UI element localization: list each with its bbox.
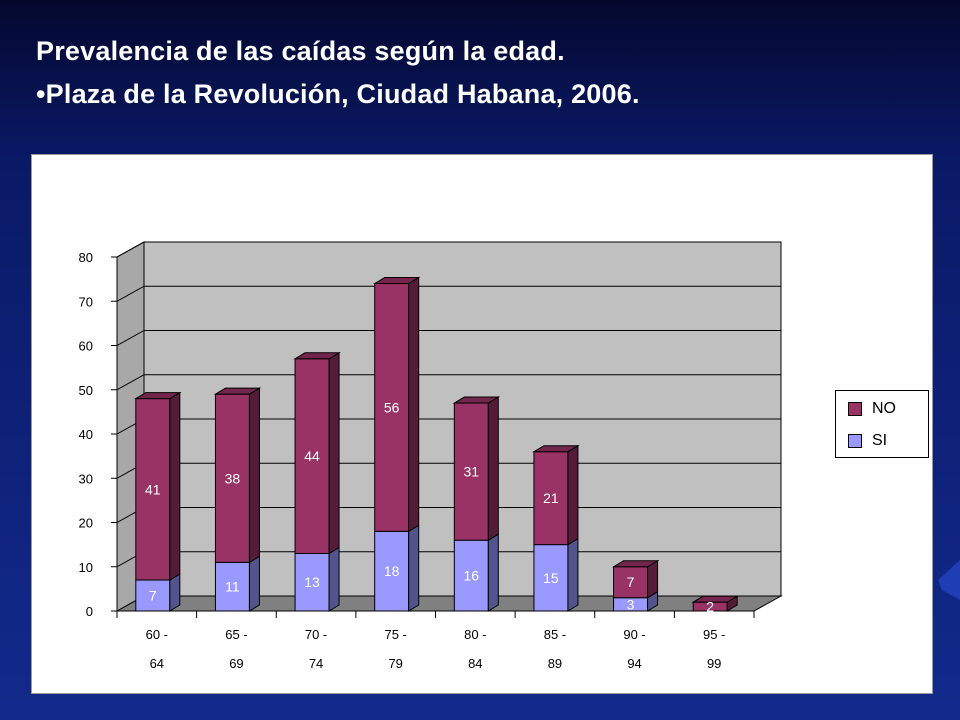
gridline-side: [116, 374, 145, 391]
slide-title: Prevalencia de las caídas según la edad.…: [36, 30, 640, 116]
decorative-corner-shape: [938, 560, 960, 600]
data-label-si: 16: [464, 568, 480, 584]
y-tick-label: 0: [86, 604, 93, 619]
bar-no-front: [214, 393, 250, 563]
x-tick-label: 84: [468, 656, 482, 671]
bar-no-top: [532, 445, 580, 453]
gridline-side: [116, 241, 145, 258]
bar-si-side: [248, 555, 260, 612]
gridline-side: [116, 330, 145, 346]
legend-label-si: SI: [872, 432, 888, 449]
bar-no-side: [328, 351, 340, 555]
bar-no-front: [374, 283, 410, 532]
x-tick-label: 90 -: [623, 627, 645, 642]
data-label-no: 31: [464, 464, 480, 480]
data-label-si: 13: [304, 574, 320, 590]
bar-no-side: [487, 396, 499, 542]
y-tick-label: 10: [79, 560, 93, 575]
y-tick-label: 80: [79, 250, 93, 265]
x-tick-label: 60 -: [146, 627, 168, 642]
bar-no-front: [135, 398, 171, 581]
bar-no-top: [611, 560, 660, 568]
chart-legend: NO SI: [835, 390, 929, 458]
x-tick-label: 80 -: [464, 627, 486, 642]
bar-si-side: [408, 524, 420, 612]
slide-title-line-1: Prevalencia de las caídas según la edad.: [36, 36, 565, 66]
bar-no-front: [533, 451, 569, 546]
bar-si-front: [533, 544, 569, 612]
y-tick-label: 50: [79, 383, 93, 398]
y-tick-label: 30: [79, 471, 93, 486]
x-tick-label: 85 -: [544, 627, 566, 642]
bar-no-side: [567, 444, 579, 546]
stacked-bar-chart: 0 10 20 30 40 50 60 70 80 60 - 64 65 - 69 70 - 74 75 - 7…: [79, 241, 783, 671]
x-tick-label: 70 -: [305, 627, 327, 642]
x-tick-label: 94: [627, 656, 641, 671]
x-tick-label: 89: [548, 656, 562, 671]
bar-no-top: [372, 277, 421, 285]
data-label-si: 3: [627, 596, 635, 612]
x-tick-label: 64: [150, 656, 164, 671]
bar-no-side: [169, 391, 181, 581]
bar-no-front: [453, 402, 489, 541]
y-tick-label: 70: [79, 294, 93, 309]
x-tick-label: 79: [388, 656, 402, 671]
data-label-no: 44: [304, 448, 320, 464]
x-tick-label: 75 -: [384, 627, 406, 642]
x-tick-label: 95 -: [703, 627, 725, 642]
data-label-si: 11: [225, 579, 240, 595]
bar-no-top: [134, 392, 182, 400]
data-label-no: 2: [706, 599, 714, 615]
legend-swatch-si: [848, 434, 862, 448]
legend-swatch-no: [848, 402, 862, 416]
legend-item-si: SI: [848, 432, 887, 450]
data-label-no: 21: [543, 490, 559, 506]
gridline-side: [116, 285, 145, 302]
y-tick-label: 60: [79, 339, 93, 354]
data-label-si: 7: [149, 588, 157, 604]
bar-no-front: [613, 566, 649, 599]
legend-item-no: NO: [848, 400, 896, 418]
bar-si-front: [294, 552, 330, 612]
x-tick-label: 74: [309, 656, 323, 671]
data-label-si: 15: [543, 570, 559, 586]
y-tick-label: 20: [79, 516, 93, 531]
y-tick-label: 40: [79, 427, 93, 442]
data-label-no: 56: [384, 399, 400, 415]
x-tick-label: 99: [707, 656, 721, 671]
bar-no-side: [248, 387, 260, 564]
bar-no-top: [452, 396, 501, 404]
chart-area: 0 10 20 30 40 50 60 70 80 60 - 64 65 - 69 70 - 74 75 - 7…: [31, 154, 933, 694]
data-label-no: 7: [627, 574, 635, 590]
data-label-no: 38: [225, 470, 241, 486]
x-tick-label: 65 -: [225, 627, 247, 642]
bar-no-top: [213, 387, 262, 395]
bar-si-side: [487, 533, 499, 612]
data-label-si: 18: [384, 563, 400, 579]
bar-no-side: [408, 276, 420, 533]
bar-si-front: [214, 561, 250, 612]
bar-no-top: [691, 595, 739, 603]
bar-no-top: [293, 352, 341, 360]
bar-no-front: [294, 358, 330, 554]
x-tick-label: 69: [229, 656, 243, 671]
bar-si-side: [567, 537, 579, 612]
slide-title-line-2: •Plaza de la Revolución, Ciudad Habana, …: [36, 79, 640, 109]
data-label-no: 41: [145, 481, 161, 497]
legend-label-no: NO: [872, 400, 896, 417]
bar-si-side: [328, 546, 340, 612]
